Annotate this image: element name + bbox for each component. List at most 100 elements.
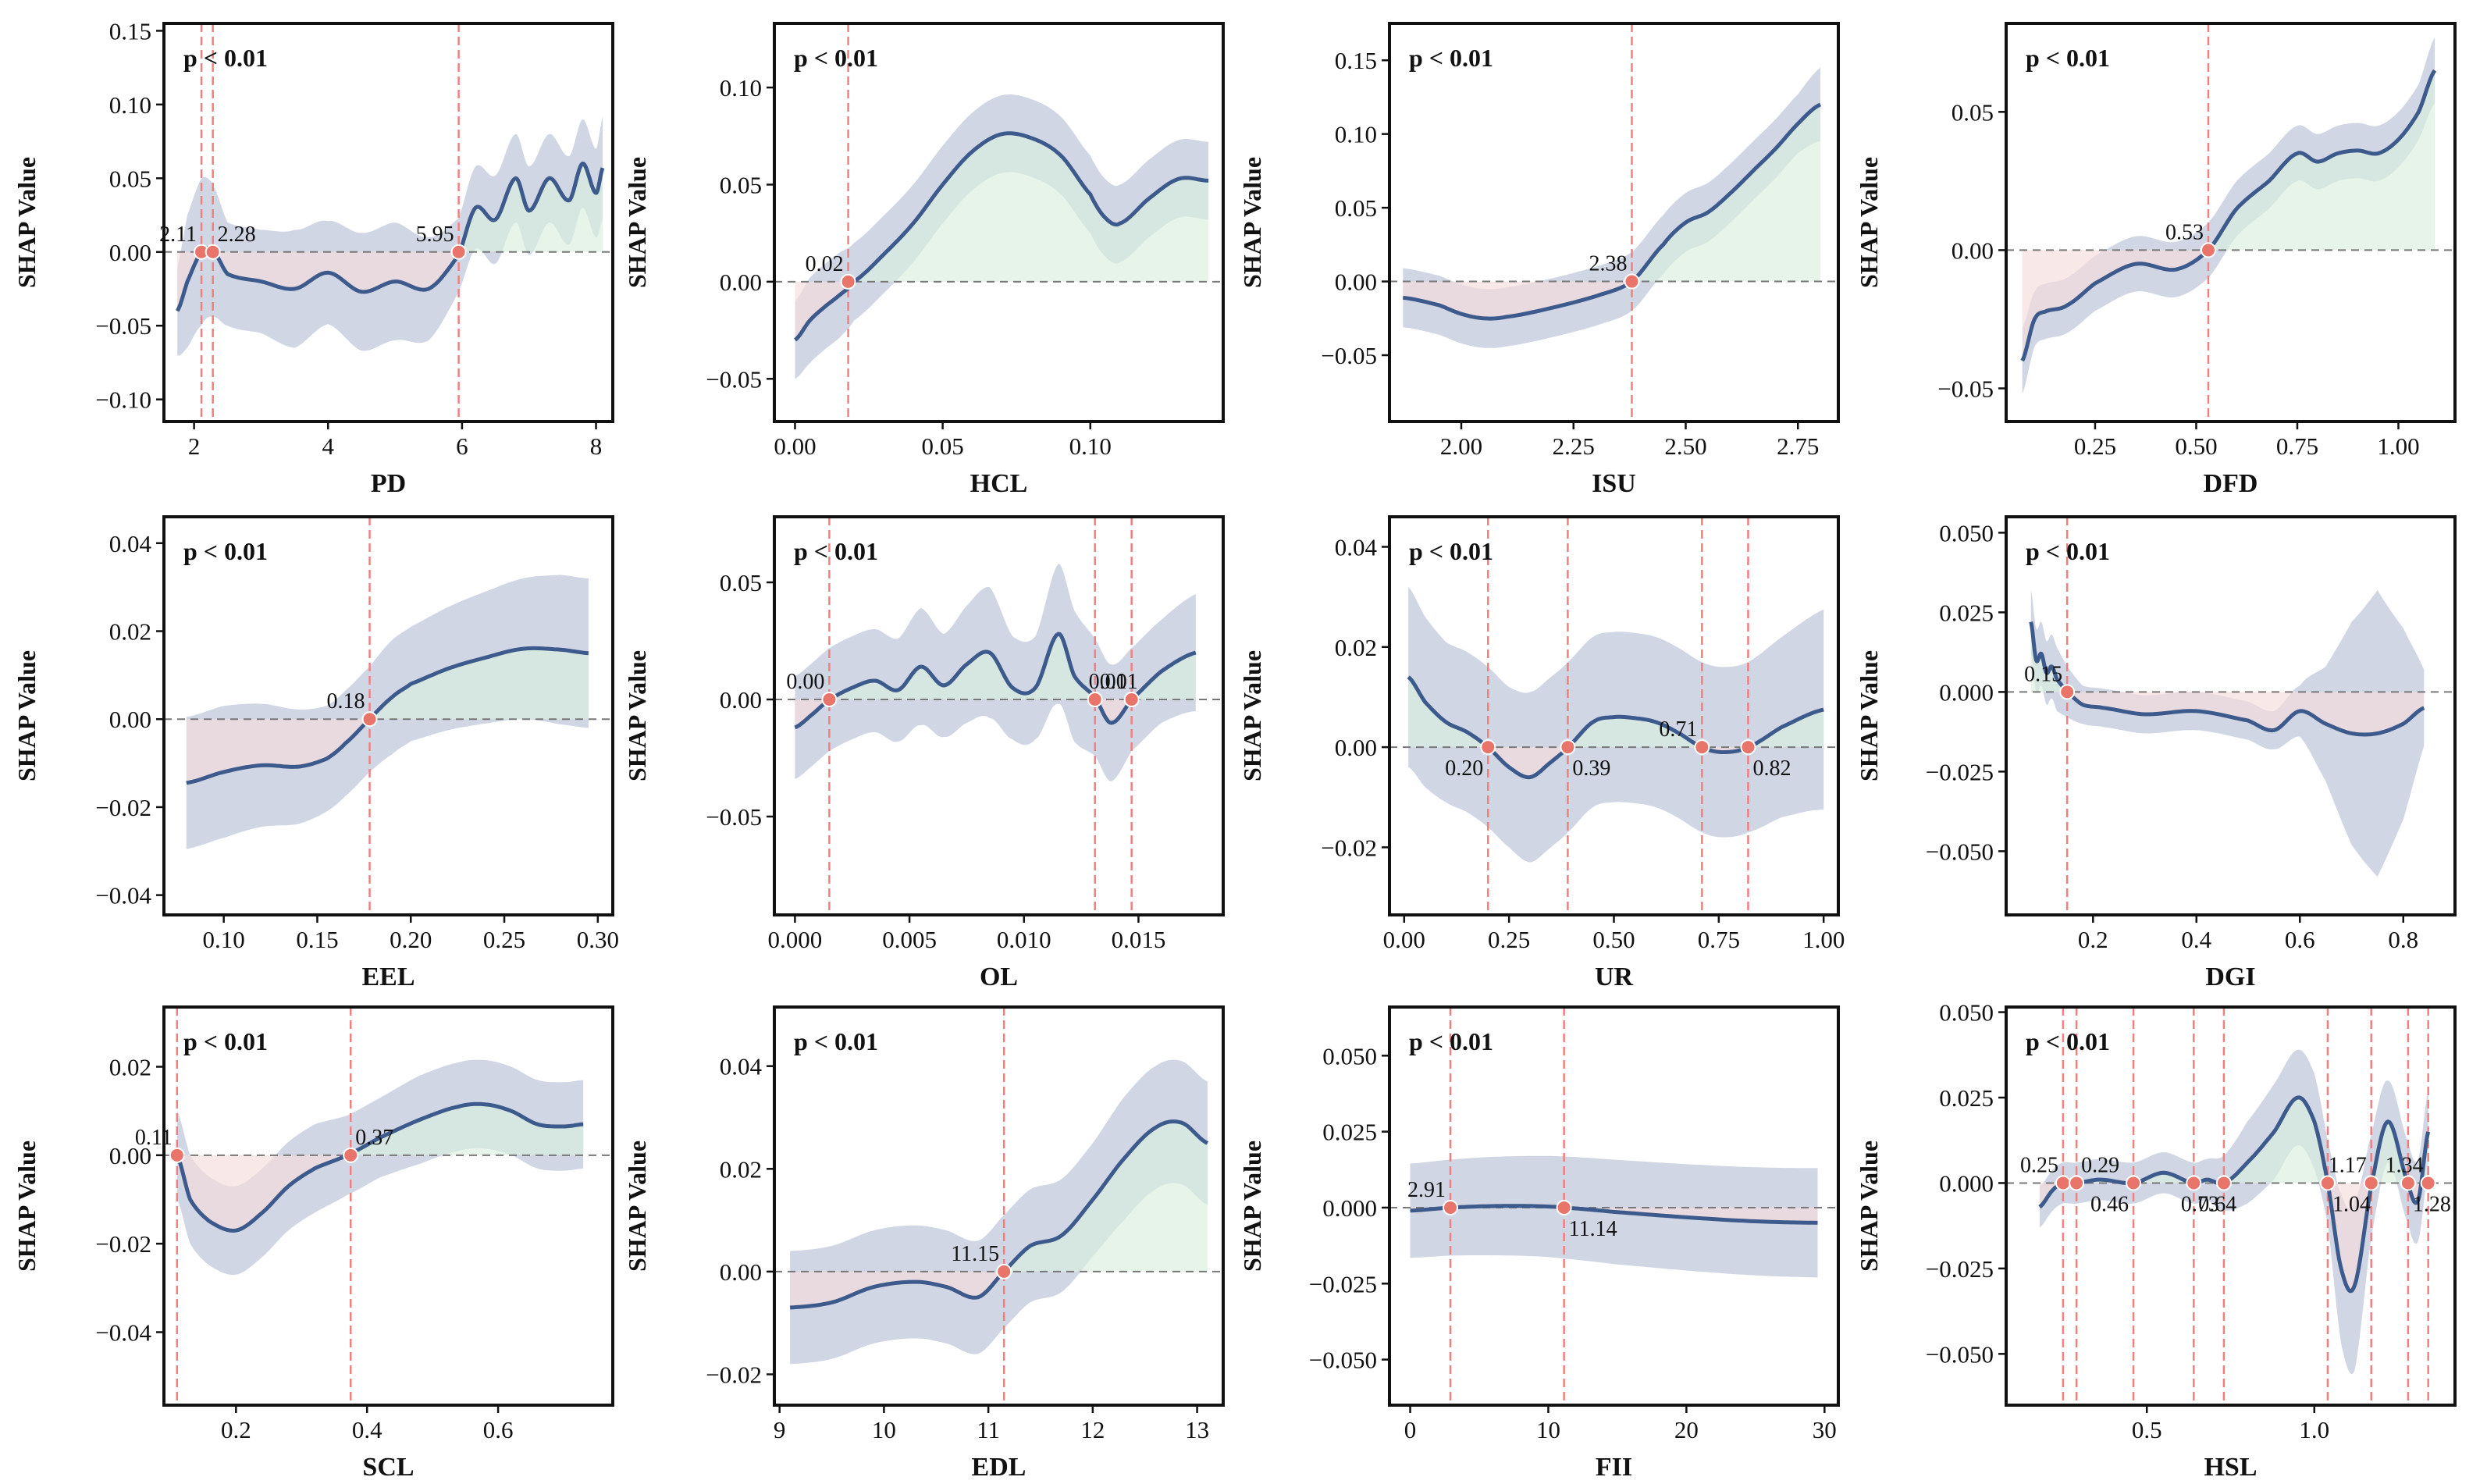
x-tick-label: 0.10 — [1069, 432, 1112, 460]
crossing-marker — [450, 244, 467, 260]
crossing-label: 0.02 — [806, 252, 844, 276]
x-tick-label: 0.25 — [1488, 926, 1530, 953]
y-tick-label: 0.025 — [1322, 1119, 1377, 1146]
y-tick-label: 0.00 — [1335, 269, 1377, 296]
x-axis-label: HSL — [2204, 1453, 2257, 1482]
y-tick-label: −0.050 — [1926, 1340, 1994, 1368]
p-value-label: p < 0.01 — [794, 1027, 878, 1055]
crossing-marker — [2055, 1175, 2071, 1191]
crossing-marker — [2059, 684, 2076, 700]
x-axis-label: OL — [980, 963, 1018, 991]
plot-area — [774, 517, 1223, 915]
y-axis-label: SHAP Value — [623, 1141, 651, 1272]
subplot-pd: 2.11 2.28 5.95 p < 0.01 2 4 6 8 −0.10 −0.05 0.00 0.… — [12, 17, 614, 498]
subplot-hcl: 0.02 p < 0.01 0.00 0.05 0.10 −0.05 0.00 0.05 0.1… — [623, 22, 1225, 498]
y-tick-label: 0.050 — [1939, 519, 1994, 546]
x-tick-label: 0.10 — [203, 926, 245, 953]
positive-fill — [176, 1104, 584, 1155]
crossing-label: 0.64 — [2198, 1192, 2236, 1216]
crossing-marker — [2215, 1175, 2232, 1191]
y-tick-label: 0.02 — [720, 1155, 762, 1183]
x-axis-label: FII — [1596, 1453, 1632, 1482]
x-axis-label: SCL — [362, 1453, 414, 1482]
x-tick-label: 2 — [188, 432, 201, 460]
y-axis-label: SHAP Value — [12, 1141, 41, 1272]
subplot-ol: 0.00 0.010.01 p < 0.01 0.000 0.005 0.010 0.015… — [623, 515, 1225, 991]
positive-fill — [186, 648, 589, 720]
crossing-label: 2.91 — [1407, 1178, 1446, 1202]
plot-frame — [162, 1005, 614, 1407]
x-tick-label: 0.50 — [1592, 926, 1635, 953]
plot-area — [164, 1007, 613, 1405]
y-tick-label: 0.025 — [1939, 599, 1994, 626]
y-tick-label: 0.00 — [1952, 237, 1994, 264]
crossing-marker — [2201, 242, 2217, 258]
y-tick-label: 0.050 — [1939, 999, 1994, 1027]
crossing-label: 0.01 — [1089, 670, 1127, 694]
x-tick-label: 0 — [1404, 1416, 1417, 1443]
y-axis-label: SHAP Value — [1238, 650, 1266, 781]
y-tick-label: 0.05 — [109, 165, 151, 192]
y-tick-label: 0.02 — [109, 1054, 151, 1081]
crossing-label: 0.73 — [2181, 1192, 2219, 1216]
x-tick-label: 11 — [977, 1416, 1000, 1443]
x-tick-label: 0.15 — [296, 926, 338, 953]
shap-curve — [1402, 102, 1822, 321]
crossing-marker — [1740, 739, 1756, 756]
crossing-marker — [2126, 1175, 2142, 1191]
plot-area — [164, 517, 613, 915]
crossing-marker — [2069, 1175, 2085, 1191]
x-tick-label: 10 — [1536, 1416, 1560, 1443]
negative-fill — [2039, 1183, 2428, 1291]
crossing-label: 1.28 — [2413, 1192, 2451, 1216]
plot-frame — [773, 22, 1225, 423]
crossing-label: 0.20 — [1445, 756, 1483, 781]
y-tick-label: 0.025 — [1939, 1084, 1994, 1112]
y-tick-label: −0.04 — [95, 1319, 151, 1347]
crossing-marker — [1556, 1199, 1572, 1215]
y-tick-label: 0.04 — [720, 1053, 763, 1080]
confidence-band — [177, 116, 603, 356]
crossing-marker — [840, 273, 856, 290]
y-tick-label: 0.00 — [720, 1258, 762, 1286]
crossing-marker — [821, 692, 838, 707]
y-tick-label: 0.00 — [720, 686, 762, 714]
y-tick-label: 0.04 — [109, 530, 152, 557]
y-axis-label: SHAP Value — [12, 157, 41, 288]
crossing-marker — [1443, 1199, 1459, 1215]
plot-frame — [2005, 1005, 2457, 1407]
plot-frame — [1388, 1005, 1840, 1407]
positive-fill — [795, 634, 1196, 699]
positive-fill — [795, 133, 1209, 282]
shap-curve — [2020, 69, 2437, 362]
y-axis-label: SHAP Value — [1238, 1141, 1266, 1272]
crossing-label: 0.71 — [1659, 717, 1697, 742]
y-axis-label: SHAP Value — [1855, 1141, 1883, 1272]
x-axis-label: DGI — [2205, 963, 2255, 991]
crossing-label: 0.01 — [1100, 670, 1138, 694]
x-axis-label: DFD — [2204, 469, 2258, 498]
y-tick-label: 0.02 — [109, 618, 151, 646]
x-tick-label: 6 — [456, 432, 468, 460]
plot-frame — [1388, 22, 1840, 423]
y-tick-label: 0.00 — [109, 239, 151, 266]
x-tick-label: 0.30 — [577, 926, 619, 953]
crossing-marker — [2319, 1175, 2336, 1191]
crossing-label: 1.04 — [2332, 1192, 2371, 1216]
y-tick-label: 0.05 — [720, 171, 762, 198]
x-tick-label: 0.6 — [2285, 926, 2315, 953]
y-tick-label: −0.04 — [95, 882, 151, 909]
plot-frame — [162, 515, 614, 916]
crossing-marker — [2420, 1175, 2436, 1191]
p-value-label: p < 0.01 — [2026, 1027, 2110, 1055]
shap-curve — [186, 646, 589, 785]
y-tick-label: −0.02 — [1321, 834, 1377, 861]
confidence-band — [790, 1059, 1208, 1365]
crossing-label: 1.34 — [2386, 1153, 2424, 1177]
x-tick-label: 12 — [1080, 1416, 1105, 1443]
crossing-label: 2.38 — [1589, 252, 1628, 276]
plot-area — [1389, 517, 1838, 915]
p-value-label: p < 0.01 — [2026, 537, 2110, 565]
crossing-label: 5.95 — [416, 222, 454, 247]
x-axis-label: PD — [371, 469, 406, 498]
